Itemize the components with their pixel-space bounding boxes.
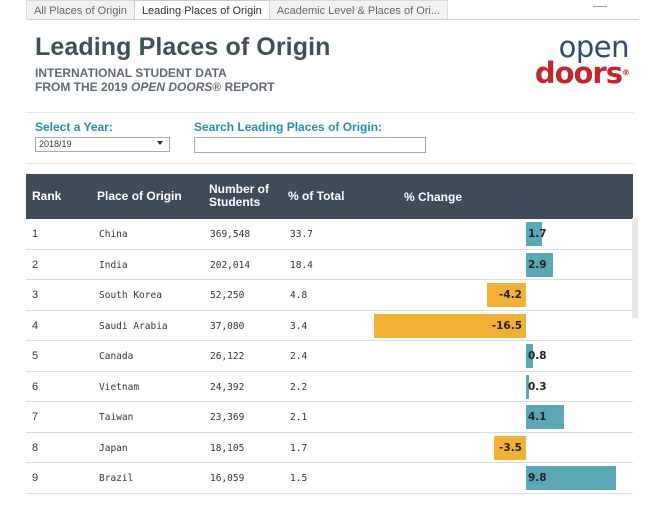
- table-row[interactable]: 1 China 369,548 33.7 1.7: [26, 219, 633, 250]
- cell-place-of-origin: South Korea: [99, 290, 162, 301]
- subtitle-prefix: FROM THE 2019: [35, 80, 132, 94]
- table-row[interactable]: 5 Canada 26,122 2.4 0.8: [26, 341, 633, 372]
- search-input[interactable]: [194, 137, 426, 153]
- cell-percent-of-total: 1.5: [290, 473, 308, 484]
- percent-change-label: 0.8: [528, 350, 547, 362]
- cell-percent-of-total: 2.1: [290, 412, 308, 423]
- percent-change-label: 1.7: [528, 228, 547, 240]
- cell-place-of-origin: Vietnam: [99, 381, 140, 393]
- percent-change-bar: [526, 374, 529, 399]
- tab-all-places-of-origin[interactable]: All Places of Origin: [26, 0, 135, 20]
- percent-change-label: 9.8: [528, 472, 547, 484]
- cell-number-of-students: 16,059: [210, 473, 245, 484]
- cell-number-of-students: 23,369: [210, 412, 245, 423]
- cell-place-of-origin: Saudi Arabia: [99, 320, 168, 332]
- cell-number-of-students: 18,105: [210, 442, 245, 454]
- percent-change-label: -4.2: [499, 289, 522, 301]
- cell-rank: 8: [32, 441, 39, 454]
- table-row[interactable]: 4 Saudi Arabia 37,080 3.4 -16.5: [26, 311, 633, 341]
- logo-registered-mark: ®: [622, 68, 630, 77]
- cell-number-of-students: 52,250: [210, 290, 245, 301]
- cell-percent-of-total: 3.4: [290, 320, 308, 332]
- cell-number-of-students: 369,548: [210, 229, 251, 240]
- cell-number-of-students: 202,014: [210, 259, 251, 271]
- search-label: Search Leading Places of Origin:: [194, 120, 383, 134]
- cell-rank: 7: [32, 411, 39, 423]
- header-num-line-2: Students: [209, 195, 261, 209]
- cell-rank: 4: [32, 319, 39, 332]
- cell-rank: 9: [32, 472, 39, 484]
- percent-change-bar: [526, 405, 564, 429]
- header-num-line-1: Number of: [209, 182, 269, 196]
- cell-number-of-students: 24,392: [210, 381, 245, 393]
- chevron-down-icon: [157, 141, 163, 145]
- percent-change-label: -3.5: [499, 441, 522, 454]
- percent-change-bar: [526, 344, 534, 368]
- cell-percent-of-total: 4.8: [290, 290, 308, 301]
- table-row[interactable]: 3 South Korea 52,250 4.8 -4.2: [26, 280, 633, 311]
- table-row[interactable]: 9 Brazil 16,059 1.5 9.8: [26, 463, 633, 494]
- subtitle-suffix: ® REPORT: [212, 80, 275, 94]
- subtitle-open-doors: OPEN DOORS: [131, 80, 213, 94]
- cell-percent-of-total: 18.4: [290, 259, 313, 271]
- logo-doors-word: doors: [534, 56, 623, 90]
- subtitle-line-2: FROM THE 2019 OPEN DOORS® REPORT: [35, 80, 275, 94]
- places-table: Rank Place of Origin Number of Students …: [26, 174, 633, 494]
- header-number-of-students[interactable]: Number of Students: [209, 183, 269, 209]
- percent-change-bar: [526, 466, 617, 490]
- percent-change-bar: [526, 222, 542, 246]
- table-row[interactable]: 2 India 202,014 18.4 2.9: [26, 250, 633, 280]
- percent-change-label: 0.3: [528, 380, 547, 393]
- year-select-label: Select a Year:: [35, 120, 113, 134]
- cell-number-of-students: 37,080: [210, 320, 245, 332]
- table-row[interactable]: 7 Taiwan 23,369 2.1 4.1: [26, 402, 633, 433]
- table-body: 1 China 369,548 33.7 1.7 2 India 202,014 18.4 2.9…: [26, 219, 633, 494]
- table-scrollbar[interactable]: [632, 218, 638, 318]
- cell-place-of-origin: Japan: [99, 442, 128, 454]
- cell-rank: 5: [32, 350, 39, 362]
- table-header: Rank Place of Origin Number of Students …: [26, 174, 633, 219]
- table-row[interactable]: 6 Vietnam 24,392 2.2 0.3: [26, 372, 633, 402]
- percent-change-label: 4.1: [528, 411, 547, 423]
- year-select[interactable]: 2018/19: [35, 137, 170, 152]
- percent-change-label: 2.9: [528, 258, 547, 271]
- year-select-value: 2018/19: [39, 139, 72, 149]
- percent-change-bar: [374, 313, 526, 338]
- cell-place-of-origin: India: [99, 259, 128, 271]
- cell-place-of-origin: Brazil: [99, 473, 134, 484]
- percent-change-bar: [526, 252, 553, 277]
- cell-place-of-origin: Taiwan: [99, 412, 134, 423]
- open-doors-logo[interactable]: open doors®: [535, 30, 630, 88]
- logo-doors-text: doors®: [535, 59, 630, 88]
- cell-percent-of-total: 2.2: [290, 381, 308, 393]
- cell-percent-of-total: 2.4: [290, 351, 308, 362]
- header-percent-of-total[interactable]: % of Total: [288, 189, 345, 203]
- percent-change-bar: [493, 435, 526, 460]
- cell-percent-of-total: 1.7: [290, 442, 308, 454]
- cell-place-of-origin: Canada: [99, 351, 134, 362]
- cell-percent-of-total: 33.7: [290, 229, 313, 240]
- tab-divider: [26, 19, 639, 20]
- header-percent-change[interactable]: % Change: [404, 190, 463, 204]
- cell-rank: 3: [32, 289, 39, 301]
- table-row[interactable]: 8 Japan 18,105 1.7 -3.5: [26, 433, 633, 463]
- cell-rank: 6: [32, 380, 39, 393]
- logo-open-text: open: [558, 30, 630, 64]
- page-subtitle: INTERNATIONAL STUDENT DATA FROM THE 2019…: [35, 66, 275, 94]
- tab-leading-places-of-origin[interactable]: Leading Places of Origin: [133, 0, 270, 20]
- tab-academic-level-places-of-origin[interactable]: Academic Level & Places of Ori...: [268, 0, 449, 20]
- dashboard-tabs: All Places of Origin Leading Places of O…: [26, 0, 449, 20]
- subtitle-line-1: INTERNATIONAL STUDENT DATA: [35, 66, 227, 80]
- cell-rank: 1: [32, 228, 39, 240]
- cell-rank: 2: [32, 258, 39, 271]
- cell-number-of-students: 26,122: [210, 351, 245, 362]
- cell-place-of-origin: China: [99, 229, 128, 240]
- window-corner-mark: [593, 6, 607, 7]
- header-place-of-origin[interactable]: Place of Origin: [97, 189, 182, 203]
- header-rank[interactable]: Rank: [32, 189, 62, 203]
- percent-change-label: -16.5: [491, 319, 522, 332]
- page-title: Leading Places of Origin: [35, 33, 331, 61]
- percent-change-bar: [487, 283, 526, 307]
- filter-panel: Select a Year: 2018/19 Search Leading Pl…: [26, 112, 634, 164]
